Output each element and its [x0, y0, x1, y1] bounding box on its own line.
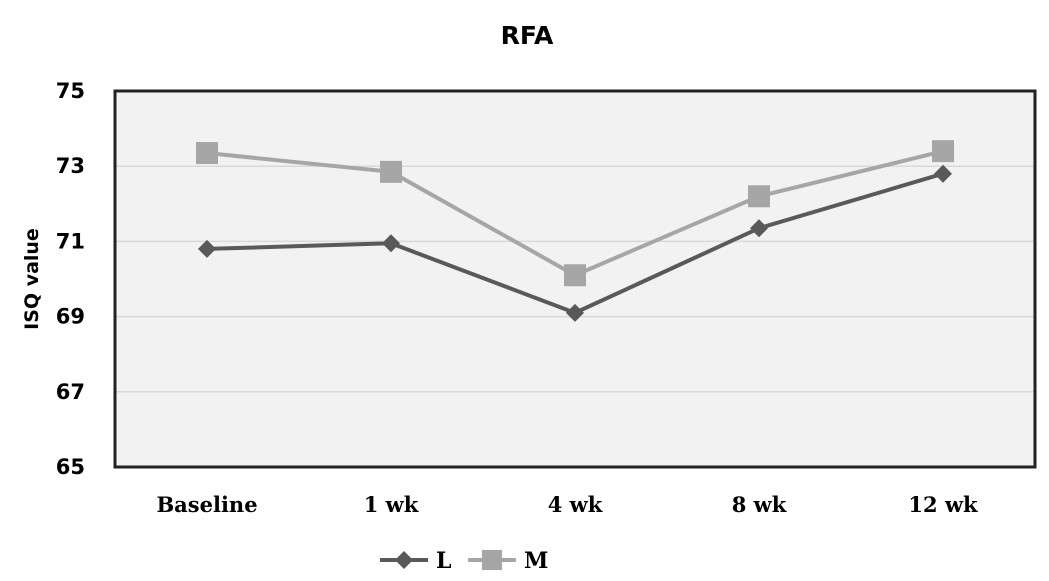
data-point: [380, 160, 402, 183]
data-point: [566, 303, 584, 322]
y-tick-label: 75: [56, 79, 85, 103]
y-tick-label: 73: [56, 154, 85, 178]
legend-label: L: [436, 548, 451, 574]
series-layer: [196, 140, 954, 322]
data-point: [564, 264, 586, 287]
x-tick-label: 12 wk: [908, 492, 978, 517]
x-tick-label: Baseline: [156, 492, 257, 517]
data-point: [198, 239, 216, 258]
legend-label: M: [524, 548, 548, 574]
y-tick-label: 67: [56, 380, 85, 404]
x-tick-label: 4 wk: [548, 492, 603, 517]
data-point: [932, 140, 954, 163]
y-axis-label: ISQ value: [21, 228, 43, 330]
x-tick-labels: Baseline 1 wk 4 wk 8 wk 12 wk: [156, 492, 978, 517]
data-point: [934, 164, 952, 183]
x-tick-label: 1 wk: [364, 492, 419, 517]
legend-marker: [482, 550, 502, 570]
chart-title: RFA: [501, 21, 554, 50]
x-tick-label: 8 wk: [732, 492, 787, 517]
data-point: [196, 142, 218, 165]
data-point: [750, 219, 768, 238]
legend-item: L: [380, 548, 451, 574]
y-tick-labels: 65 67 69 71 73 75: [56, 79, 85, 479]
series-L: [198, 164, 952, 322]
legend-item: M: [468, 548, 548, 574]
plot-border: [113, 89, 1037, 469]
data-point: [382, 234, 400, 253]
data-point: [748, 185, 770, 208]
y-tick-label: 65: [56, 455, 85, 479]
series-M: [196, 140, 954, 287]
legend-marker: [395, 551, 413, 569]
y-tick-label: 71: [56, 229, 85, 253]
y-tick-label: 69: [56, 305, 85, 329]
